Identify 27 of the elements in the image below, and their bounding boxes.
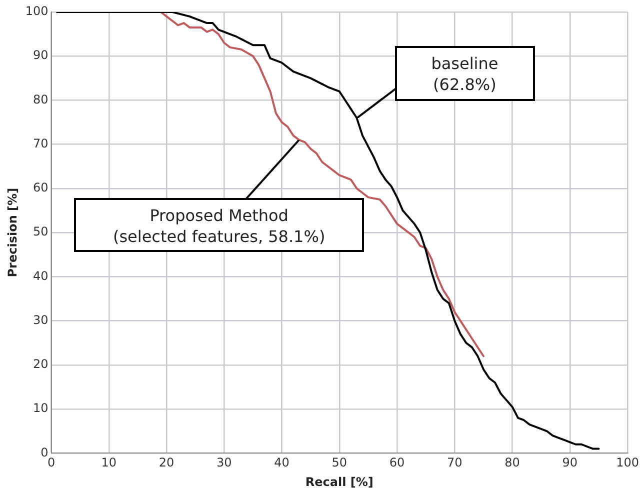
y-tick-label: 40 <box>33 268 48 283</box>
x-tick-label: 50 <box>332 456 348 470</box>
y-tick-label: 90 <box>33 48 48 62</box>
x-tick-label: 60 <box>389 456 405 470</box>
x-axis-title: Recall [%] <box>305 474 374 489</box>
x-tick-label: 90 <box>562 456 578 470</box>
x-tick-label: 80 <box>504 456 520 470</box>
x-tick-label: 20 <box>158 456 174 470</box>
x-tick-label: 40 <box>274 456 290 470</box>
y-tick-label: 30 <box>33 312 48 327</box>
y-tick-label: 20 <box>33 357 48 372</box>
y-tick-label: 100 <box>25 4 48 18</box>
y-tick-label: 0 <box>40 445 48 460</box>
callout: baseline (62.8%) <box>356 46 535 118</box>
callout: Proposed Method (selected features, 58.1%) <box>74 140 364 252</box>
y-tick-label: 70 <box>33 136 48 150</box>
y-tick-label: 80 <box>33 92 48 106</box>
annotation: baseline (62.8%) <box>394 46 535 101</box>
y-tick-label: 50 <box>33 224 48 239</box>
y-tick-label: 10 <box>33 401 48 416</box>
x-tick-label: 100 <box>616 456 639 470</box>
x-tick-label: 70 <box>447 456 462 470</box>
x-tick-label: 10 <box>101 456 117 470</box>
y-tick-label: 60 <box>33 180 48 195</box>
x-tick-label: 30 <box>216 456 232 470</box>
y-axis-title: Precision [%] <box>5 188 20 278</box>
annotation: Proposed Method (selected features, 58.1%) <box>74 198 364 252</box>
